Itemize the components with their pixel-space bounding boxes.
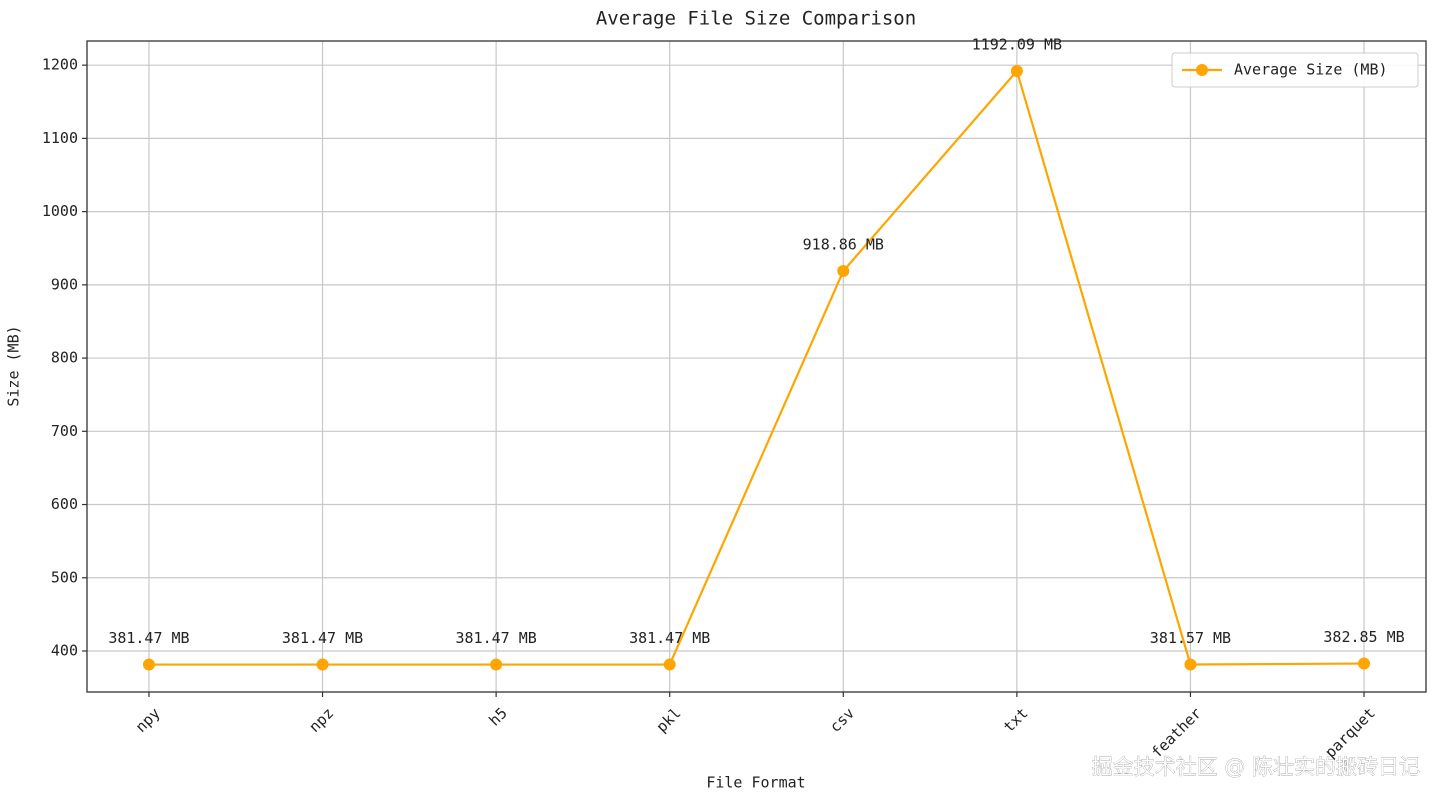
legend-box [1171,52,1419,88]
legend-marker [1196,64,1208,76]
y-axis-label: Size (MB) [5,325,23,406]
x-tick-label: csv [826,704,858,736]
point [316,658,329,671]
data-label: 381.57 MB [1150,629,1231,647]
point [490,658,503,671]
point [1358,657,1371,670]
point [1184,658,1197,671]
x-axis-label: File Format [706,774,805,792]
data-label: 381.47 MB [282,629,363,647]
y-tick-label: 1200 [42,56,78,74]
x-tick-label: npy [132,704,164,736]
data-label: 382.85 MB [1323,628,1404,646]
y-tick-label: 400 [51,641,78,659]
x-tick-label: txt [1000,704,1032,736]
y-tick-label: 600 [51,495,78,513]
point [663,658,676,671]
data-label: 918.86 MB [803,236,884,254]
x-tick-label: parquet [1321,704,1378,761]
x-tick-label: pkl [653,704,685,736]
point [142,658,155,671]
x-tick-label: npz [305,704,337,736]
y-tick-label: 500 [51,568,78,586]
plot-frame [86,40,1427,693]
chart-title: Average File Size Comparison [596,8,916,30]
y-tick-label: 700 [51,422,78,440]
legend-label: Average Size (MB) [1234,61,1388,79]
data-label: 381.47 MB [455,629,536,647]
y-tick-label: 800 [51,349,78,367]
data-label: 381.47 MB [629,629,710,647]
point [837,265,850,278]
y-tick-label: 1000 [42,202,78,220]
data-label: 1192.09 MB [972,35,1062,53]
point [1010,64,1023,77]
x-tick-label: h5 [485,704,511,730]
data-label: 381.47 MB [108,629,189,647]
x-tick-label: feather [1148,704,1205,761]
watermark: 掘金技术社区 @ 陈壮实的搬砖日记 [1092,755,1420,779]
series-line [148,68,1365,666]
y-tick-label: 1100 [42,129,78,147]
y-tick-label: 900 [51,275,78,293]
